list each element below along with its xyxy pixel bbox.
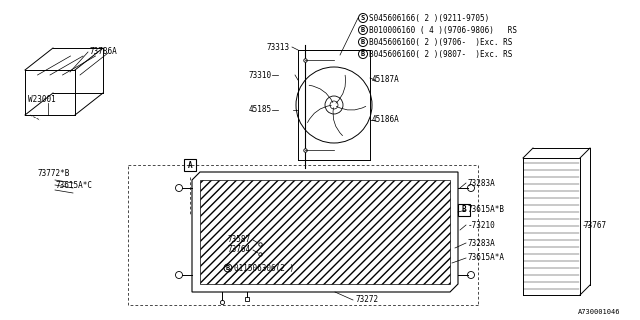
Text: S: S <box>361 15 365 21</box>
Text: -73210: -73210 <box>468 220 496 229</box>
Text: 73615A*C: 73615A*C <box>55 180 92 189</box>
Text: 73313: 73313 <box>267 43 290 52</box>
Text: 73587: 73587 <box>228 236 251 244</box>
Text: B: B <box>361 51 365 57</box>
Text: B: B <box>461 205 467 214</box>
Text: 73283A: 73283A <box>468 238 496 247</box>
Text: 73764: 73764 <box>228 245 251 254</box>
Text: W23001: W23001 <box>28 95 56 105</box>
Text: B010006160 ( 4 )(9706-9806)   RS: B010006160 ( 4 )(9706-9806) RS <box>369 26 517 35</box>
Text: B045606160( 2 )(9706-  )Exc. RS: B045606160( 2 )(9706- )Exc. RS <box>369 37 513 46</box>
Text: 73283A: 73283A <box>468 179 496 188</box>
Text: S045606166( 2 )(9211-9705): S045606166( 2 )(9211-9705) <box>369 13 489 22</box>
Bar <box>458 204 470 216</box>
Text: B: B <box>361 39 365 45</box>
Text: B045606160( 2 )(9807-  )Exc. RS: B045606160( 2 )(9807- )Exc. RS <box>369 50 513 59</box>
Text: 73615A*B: 73615A*B <box>468 205 505 214</box>
Text: 45187A: 45187A <box>372 76 400 84</box>
Polygon shape <box>200 180 450 284</box>
Circle shape <box>325 96 343 114</box>
Text: 45185: 45185 <box>249 106 272 115</box>
Text: 45186A: 45186A <box>372 116 400 124</box>
Text: 73786A: 73786A <box>90 47 118 57</box>
Text: 73772*B: 73772*B <box>38 169 70 178</box>
Text: 73272: 73272 <box>355 295 378 305</box>
Text: 73615A*A: 73615A*A <box>468 253 505 262</box>
Text: B: B <box>226 265 230 271</box>
Text: A: A <box>188 161 192 170</box>
Text: B: B <box>361 27 365 33</box>
Bar <box>184 159 196 171</box>
Text: A730001046: A730001046 <box>577 309 620 315</box>
Text: 011506306(2 ): 011506306(2 ) <box>234 263 294 273</box>
Text: 73767: 73767 <box>583 220 606 229</box>
Text: 73310: 73310 <box>249 70 272 79</box>
